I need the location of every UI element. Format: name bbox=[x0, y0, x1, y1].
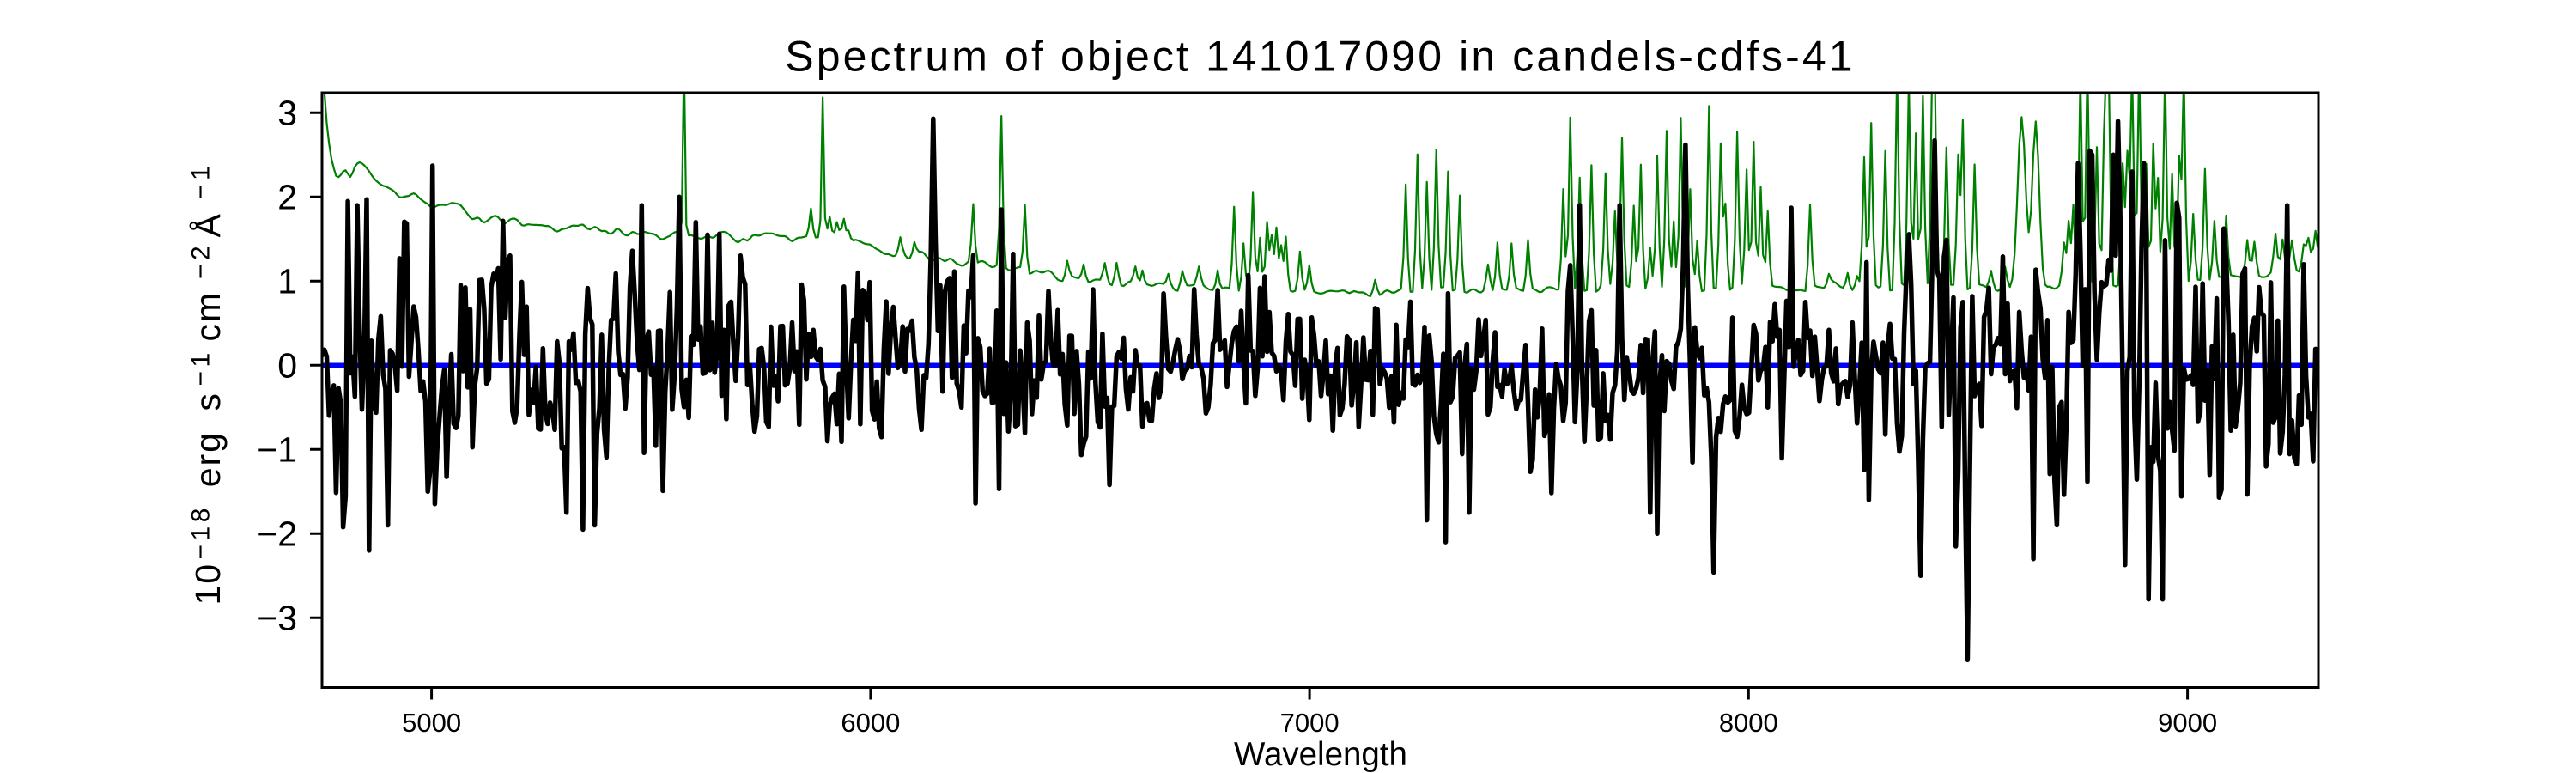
svg-text:9000: 9000 bbox=[2158, 708, 2217, 738]
svg-text:8000: 8000 bbox=[1719, 708, 1778, 738]
svg-text:−1: −1 bbox=[257, 429, 297, 469]
svg-text:Wavelength: Wavelength bbox=[1234, 736, 1407, 773]
svg-text:Å: Å bbox=[188, 212, 228, 237]
svg-text:0: 0 bbox=[277, 345, 297, 385]
svg-text:−2: −2 bbox=[187, 242, 216, 279]
svg-text:−1: −1 bbox=[187, 162, 216, 199]
svg-text:1: 1 bbox=[277, 261, 297, 301]
svg-text:cm: cm bbox=[188, 291, 228, 342]
svg-text:−2: −2 bbox=[257, 514, 297, 553]
svg-text:7000: 7000 bbox=[1280, 708, 1340, 738]
svg-text:−1: −1 bbox=[187, 349, 216, 386]
svg-text:Spectrum of object 141017090 i: Spectrum of object 141017090 in candels-… bbox=[785, 32, 1855, 80]
svg-text:2: 2 bbox=[277, 177, 297, 216]
svg-text:erg: erg bbox=[188, 431, 228, 487]
svg-text:10: 10 bbox=[188, 563, 228, 606]
svg-text:6000: 6000 bbox=[841, 708, 900, 738]
svg-text:−3: −3 bbox=[257, 598, 297, 637]
svg-text:3: 3 bbox=[277, 93, 297, 132]
svg-text:−18: −18 bbox=[187, 504, 216, 559]
svg-text:5000: 5000 bbox=[402, 708, 461, 738]
svg-text:s: s bbox=[188, 392, 228, 411]
